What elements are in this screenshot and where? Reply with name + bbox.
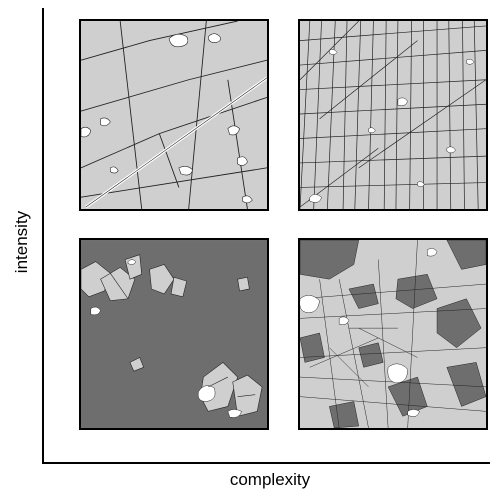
map-panel-high-complexity-low-intensity xyxy=(298,19,488,211)
map-panel-low-complexity-low-intensity xyxy=(79,19,269,211)
field-map-dense-dark xyxy=(300,240,486,428)
x-axis-line xyxy=(42,462,490,464)
y-axis-line xyxy=(42,8,44,464)
map-panel-high-complexity-high-intensity xyxy=(298,238,488,430)
y-axis-label: intensity xyxy=(12,210,31,274)
field-map-sparse xyxy=(81,21,267,209)
field-map-dense xyxy=(300,21,486,209)
x-axis-label: complexity xyxy=(229,470,311,489)
field-map-sparse-dark xyxy=(81,240,267,428)
map-panel-low-complexity-high-intensity xyxy=(79,238,269,430)
